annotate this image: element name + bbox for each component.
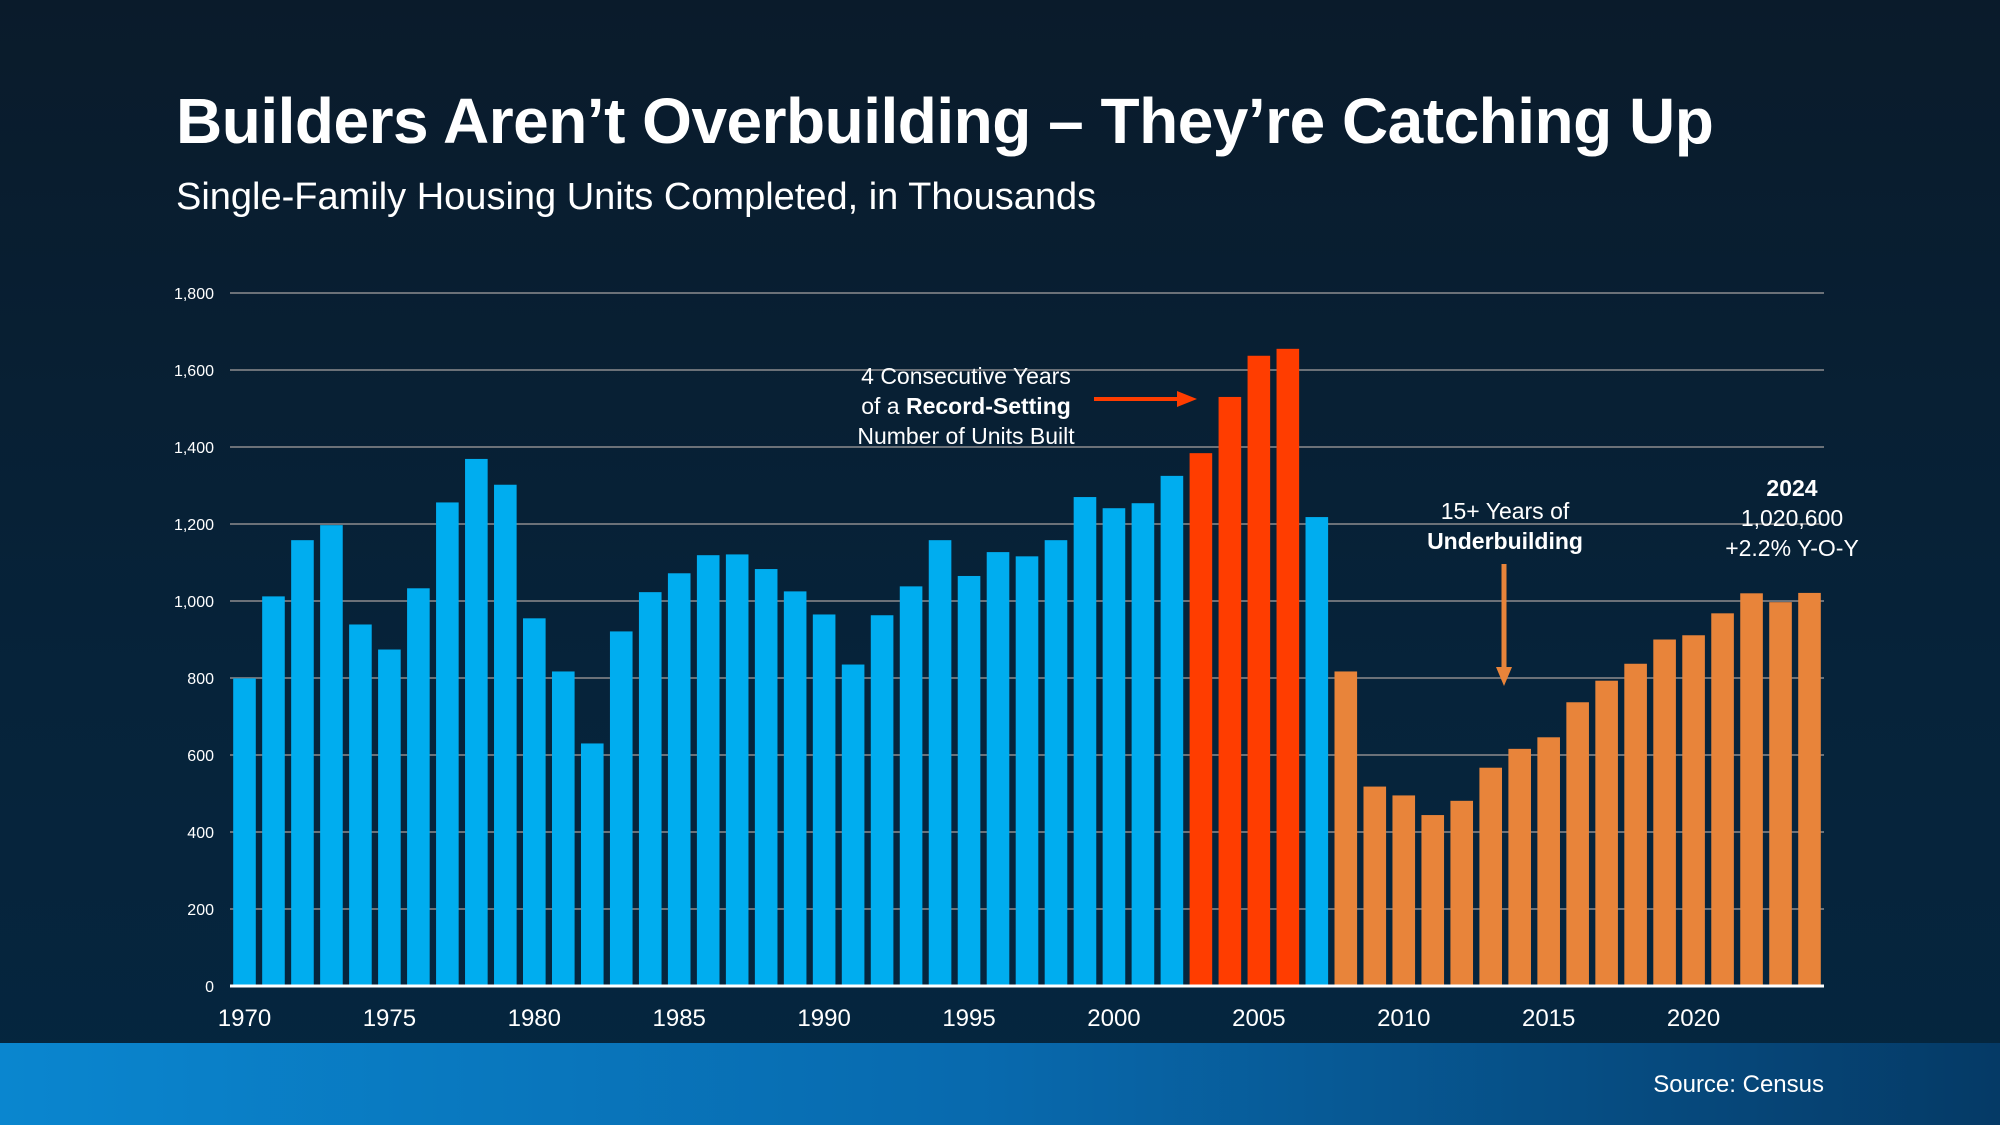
y-tick-label: 600 (187, 748, 214, 765)
bar-1973 (320, 525, 343, 986)
y-tick-label: 1,400 (174, 440, 214, 457)
bar-2024 (1798, 592, 1821, 986)
bar-1987 (725, 554, 749, 986)
bar-1970 (233, 678, 256, 986)
bar-2010 (1392, 795, 1416, 986)
annotation-under-line2: Underbuilding (1427, 528, 1583, 554)
y-tick-label: 400 (187, 825, 214, 842)
x-tick-label: 1970 (218, 1005, 271, 1032)
bar-2014 (1508, 748, 1531, 986)
bar-2004 (1218, 396, 1242, 986)
x-tick-label: 1975 (363, 1005, 416, 1032)
bar-1978 (465, 458, 488, 986)
x-tick-label: 1980 (508, 1005, 561, 1032)
bar-2002 (1160, 475, 1184, 986)
bar-2017 (1595, 680, 1618, 986)
y-tick-label: 1,200 (174, 517, 214, 534)
bar-2015 (1537, 737, 1560, 986)
bar-1984 (638, 592, 662, 986)
bar-1997 (1015, 556, 1039, 986)
bar-1976 (407, 588, 430, 986)
bar-1996 (986, 552, 1010, 986)
bar-1993 (899, 586, 923, 986)
annotation-record-line2: of a Record-Setting (806, 391, 1126, 421)
bar-2018 (1624, 663, 1647, 986)
bar-2022 (1740, 593, 1763, 986)
y-tick-label: 200 (187, 902, 214, 919)
bar-1975 (378, 649, 401, 986)
bar-2012 (1450, 800, 1474, 986)
bar-2013 (1479, 767, 1503, 986)
bar-2023 (1769, 602, 1792, 986)
bar-1979 (494, 484, 517, 986)
bar-2020 (1682, 635, 1705, 986)
y-tick-label: 800 (187, 671, 214, 688)
bar-1995 (957, 575, 981, 986)
bar-1982 (580, 743, 604, 986)
y-tick-label: 0 (205, 979, 214, 996)
x-tick-label: 2000 (1087, 1005, 1140, 1032)
bar-2003 (1189, 453, 1213, 986)
x-tick-label: 1990 (797, 1005, 850, 1032)
annotation-record-line1: 4 Consecutive Years (861, 363, 1071, 389)
footer-band (0, 1043, 2000, 1125)
annotation-latest: 2024 1,020,600 +2.2% Y-O-Y (1692, 473, 1892, 563)
annotation-latest-value: 1,020,600 (1740, 505, 1844, 531)
bar-1972 (291, 540, 314, 986)
x-tick-label: 2010 (1377, 1005, 1430, 1032)
annotation-record-prefix: of a (861, 393, 906, 419)
x-tick-label: 1985 (653, 1005, 706, 1032)
page-subtitle: Single-Family Housing Units Completed, i… (176, 176, 1097, 218)
bar-2011 (1421, 815, 1445, 986)
page-title: Builders Aren’t Overbuilding – They’re C… (176, 85, 1714, 157)
bar-1992 (870, 615, 894, 986)
bar-1989 (783, 591, 807, 986)
bar-1985 (667, 573, 691, 986)
y-tick-label: 1,600 (174, 363, 214, 380)
bar-1990 (812, 614, 836, 986)
bar-1986 (696, 555, 720, 986)
bar-1981 (551, 671, 575, 986)
bar-1994 (928, 540, 952, 986)
bar-1977 (436, 502, 459, 986)
annotation-under-line1: 15+ Years of (1440, 498, 1570, 524)
bar-1971 (262, 596, 285, 986)
y-tick-label: 1,800 (174, 286, 214, 303)
bar-1991 (841, 664, 865, 986)
x-tick-label: 2015 (1522, 1005, 1575, 1032)
bar-1999 (1073, 497, 1097, 986)
annotation-underbuilding: 15+ Years of Underbuilding (1385, 496, 1625, 556)
annotation-record-line3: Number of Units Built (857, 423, 1075, 449)
source-label: Source: Census (1653, 1071, 1824, 1098)
bar-2001 (1131, 503, 1155, 986)
annotation-latest-year: 2024 (1766, 475, 1818, 501)
record-arrow-head-icon (1177, 391, 1197, 407)
bar-1983 (609, 631, 633, 986)
bar-2009 (1363, 786, 1387, 986)
x-tick-label: 2005 (1232, 1005, 1285, 1032)
bar-1974 (349, 624, 372, 986)
bar-1998 (1044, 540, 1068, 986)
annotation-record: 4 Consecutive Years of a Record-Setting … (806, 361, 1126, 451)
bar-2019 (1653, 639, 1676, 986)
bar-2000 (1102, 508, 1126, 986)
bar-2007 (1305, 517, 1329, 986)
annotation-latest-change: +2.2% Y-O-Y (1725, 535, 1859, 561)
underbuilding-arrow-head-icon (1496, 667, 1512, 686)
x-tick-label: 1995 (942, 1005, 995, 1032)
y-tick-label: 1,000 (174, 594, 214, 611)
bar-2021 (1711, 613, 1734, 986)
bar-1980 (523, 618, 546, 986)
x-tick-label: 2020 (1667, 1005, 1720, 1032)
bar-2006 (1276, 348, 1300, 986)
bar-1988 (754, 569, 778, 986)
bar-2016 (1566, 702, 1589, 986)
bar-2008 (1334, 671, 1358, 986)
annotation-record-bold: Record-Setting (905, 393, 1071, 419)
bar-2005 (1247, 355, 1271, 986)
